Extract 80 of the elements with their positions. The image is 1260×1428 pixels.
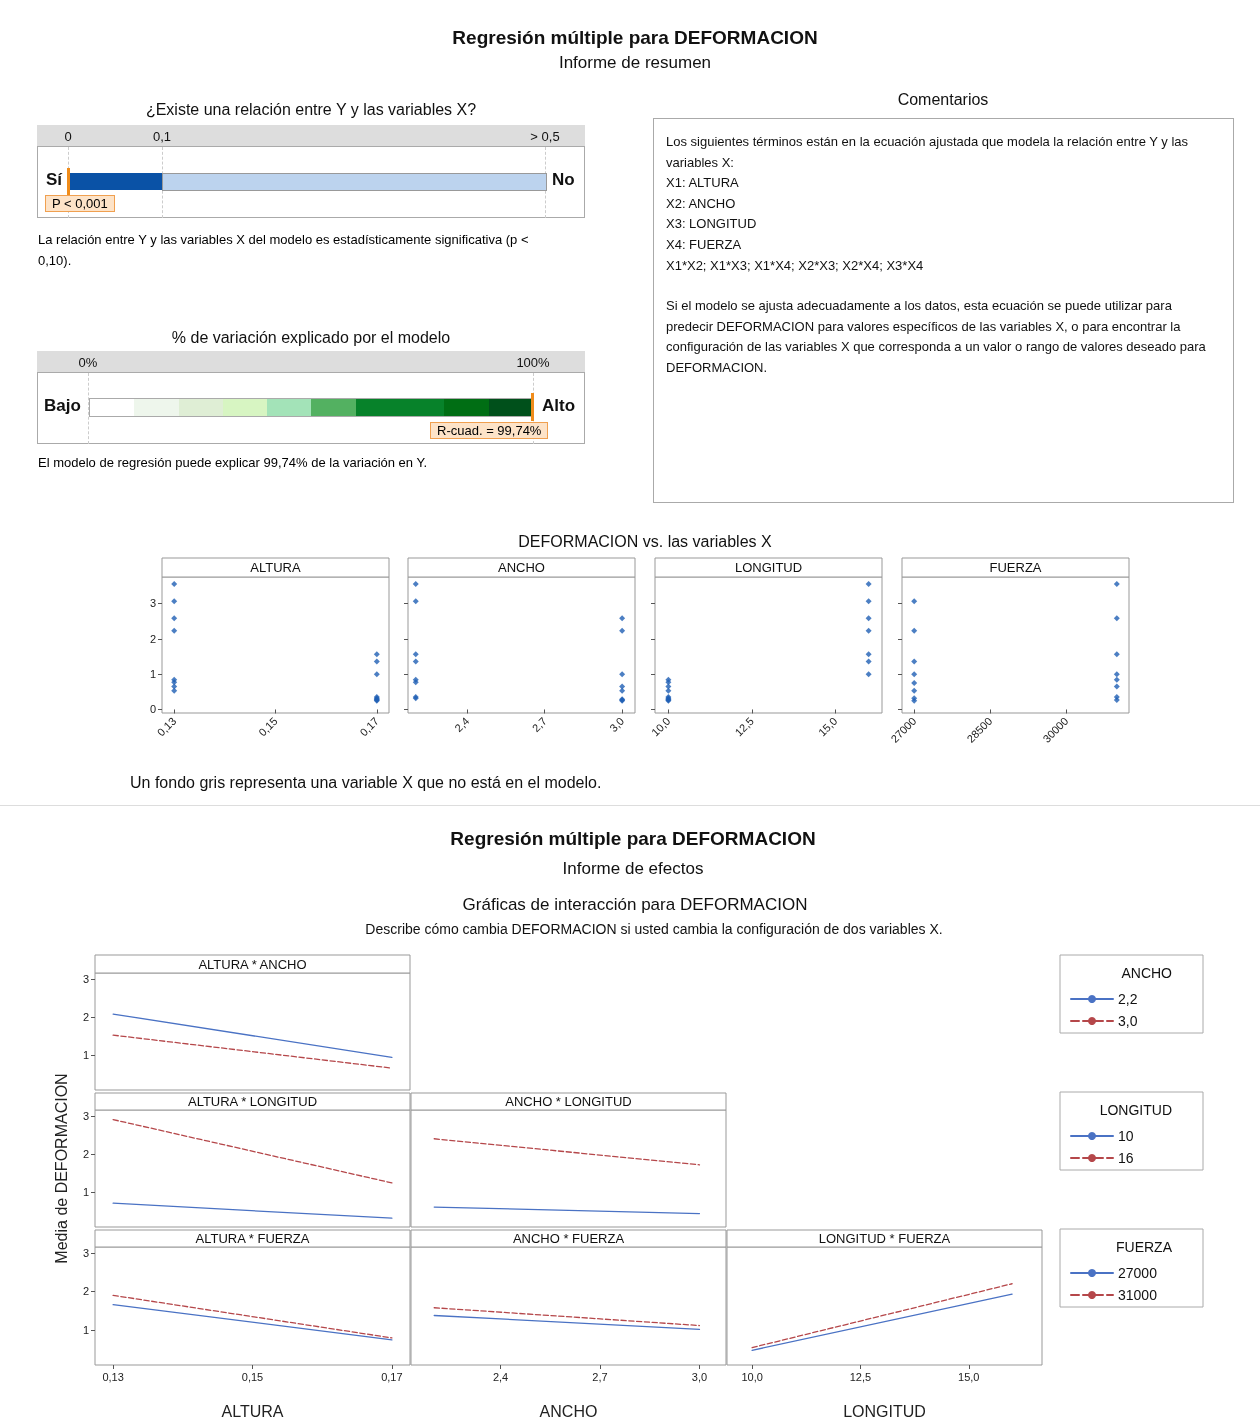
chart-title: ALTURA * ANCHO — [198, 956, 307, 972]
legend-label: 2,2 — [1118, 991, 1138, 1007]
chart-title: ALTURA * LONGITUD — [187, 1094, 318, 1109]
y-tick-label: 1 — [82, 1049, 89, 1062]
x-tick-label: 12,5 — [849, 1370, 872, 1383]
text: Comentarios — [897, 91, 989, 109]
text: Gráficas de interacción para DEFORMACION — [462, 895, 808, 915]
x-tick-label: 0,15 — [241, 1370, 264, 1383]
y-axis-title: Media de DEFORMACION — [52, 1073, 70, 1264]
text: Alto — [542, 396, 576, 416]
x-tick-label: 2,4 — [452, 714, 472, 735]
text: No — [552, 170, 575, 190]
text: 0,1 — [152, 128, 172, 144]
text: Regresión múltiple para DEFORMACION — [452, 27, 818, 49]
legend-label: 16 — [1118, 1150, 1134, 1166]
y-tick-label: 2 — [82, 1285, 89, 1298]
y-tick-label: 3 — [82, 972, 89, 985]
text: R-cuad. = 99,74% — [430, 422, 549, 439]
y-tick-label: 1 — [149, 668, 156, 681]
text: X1: ALTURA — [666, 174, 740, 193]
text: 0 — [64, 128, 72, 144]
x-axis-title: LONGITUD — [843, 1402, 926, 1420]
chart-title: ANCHO — [498, 560, 545, 575]
text: X1*X2; X1*X3; X1*X4; X2*X3; X2*X4; X3*X4 — [666, 256, 925, 275]
text: Describe cómo cambia DEFORMACION si usted cambia la configuración de dos variables X. — [365, 921, 943, 937]
x-axis-title: ALTURA — [221, 1402, 284, 1420]
y-tick-label: 2 — [82, 1011, 89, 1024]
chart-title: ALTURA — [250, 560, 301, 575]
y-tick-label: 3 — [82, 1246, 89, 1259]
text: Los siguientes términos están en la ecuación ajustada que modela la relación entre Y y las variables X: — [666, 133, 1189, 172]
x-tick-label: 0,17 — [381, 1370, 403, 1383]
chart-title: ANCHO * FUERZA — [512, 1231, 625, 1246]
x-tick-label: 2,7 — [592, 1370, 608, 1383]
text: > 0,5 — [530, 128, 560, 144]
text: P < 0,001 — [45, 195, 115, 212]
chart-title: LONGITUD * FUERZA — [818, 1231, 951, 1246]
text: La relación entre Y y las variables X del modelo es estadísticamente significativa (p < 0,10). — [38, 231, 530, 270]
text: X4: FUERZA — [666, 235, 743, 254]
legend-title: ANCHO — [1121, 965, 1173, 981]
x-tick-label: 2,4 — [492, 1370, 509, 1383]
x-tick-label: 3,0 — [691, 1370, 708, 1383]
y-tick-label: 1 — [82, 1324, 89, 1337]
text: Informe de efectos — [562, 859, 704, 879]
text: X2: ANCHO — [666, 194, 737, 213]
y-tick-label: 2 — [82, 1148, 89, 1161]
text: 100% — [516, 354, 550, 370]
x-tick-label: 0,13 — [154, 714, 179, 739]
text: Regresión múltiple para DEFORMACION — [450, 828, 816, 850]
y-tick-label: 1 — [82, 1186, 89, 1199]
text: Sí — [46, 170, 63, 190]
y-tick-label: 2 — [149, 632, 156, 645]
legend-label: 3,0 — [1118, 1013, 1138, 1029]
chart-title: LONGITUD — [734, 560, 803, 575]
text: Informe de resumen — [558, 53, 712, 73]
x-tick-label: 15,0 — [958, 1370, 980, 1383]
x-tick-label: 3,0 — [607, 714, 627, 735]
text: El modelo de regresión puede explicar 99,74% de la variación en Y. — [38, 455, 429, 470]
legend-title: FUERZA — [1116, 1239, 1173, 1255]
text: Un fondo gris representa una variable X que no está en el modelo. — [130, 774, 602, 792]
legend-label: 31000 — [1118, 1287, 1158, 1303]
legend-label: 10 — [1118, 1128, 1134, 1144]
y-tick-label: 3 — [82, 1109, 89, 1122]
legend-label: 27000 — [1118, 1265, 1158, 1281]
chart-title: ANCHO * LONGITUD — [505, 1094, 632, 1109]
text: Si el modelo se ajusta adecuadamente a los datos, esta ecuación se puede utilizar para predecir DEFORMACION para valores específicos de las variables X, o para encontrar la configuración de las variables X que corresponda a un valor o rango de valores deseado para DEFORMACION. — [666, 297, 1207, 377]
text: 0% — [78, 354, 98, 370]
y-tick-label: 3 — [149, 597, 156, 610]
x-tick-label: 10,0 — [741, 1370, 763, 1383]
legend-title: LONGITUD — [1099, 1102, 1172, 1118]
y-tick-label: 0 — [149, 703, 156, 716]
text: DEFORMACION vs. las variables X — [518, 533, 772, 551]
text: Bajo — [44, 396, 81, 416]
x-tick-label: 2,7 — [529, 714, 549, 735]
text: X3: LONGITUD — [666, 215, 758, 234]
text: ¿Existe una relación entre Y y las variables X? — [145, 101, 477, 119]
text: % de variación explicado por el modelo — [171, 329, 451, 347]
chart-title: ALTURA * FUERZA — [195, 1231, 310, 1246]
chart-title: FUERZA — [989, 560, 1042, 575]
x-axis-title: ANCHO — [539, 1402, 598, 1420]
x-tick-label: 0,13 — [102, 1370, 124, 1383]
